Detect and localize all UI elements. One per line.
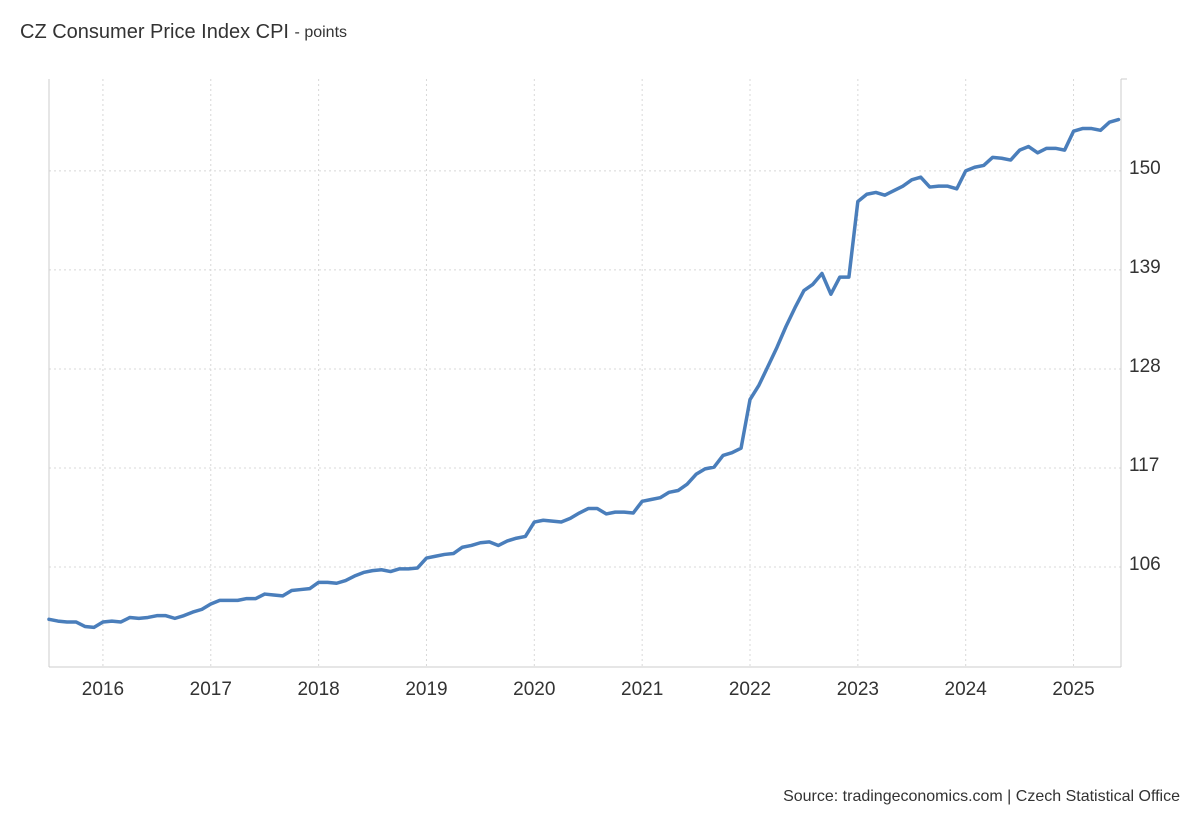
data-line: [47, 117, 1121, 630]
x-tick-label: 2021: [621, 679, 663, 700]
y-tick-label: 139: [1129, 257, 1161, 278]
y-tick-label: 128: [1129, 356, 1161, 377]
y-tick-label: 117: [1129, 455, 1159, 476]
x-tick-label: 2018: [297, 679, 339, 700]
source: Source: tradingeconomics.com | Czech Sta…: [783, 788, 1180, 805]
chart-subtitle: - points: [295, 24, 347, 41]
x-tick-label: 2025: [1052, 679, 1094, 700]
x-tick-label: 2024: [945, 679, 988, 700]
x-tick-label: 2017: [190, 679, 232, 700]
x-tick-label: 2020: [513, 679, 555, 700]
y-tick-label: 150: [1129, 158, 1161, 179]
y-tick-label: 106: [1129, 554, 1161, 575]
x-tick-label: 2016: [82, 679, 124, 700]
x-tick-label: 2022: [729, 679, 771, 700]
x-tick-label: 2023: [837, 679, 879, 700]
chart-title-text: CZ Consumer Price Index CPI: [20, 21, 289, 43]
x-tick-label: 2019: [405, 679, 447, 700]
chart-title: CZ Consumer Price Index CPI - points: [20, 21, 347, 43]
plot-area: 106 117 128 139 150 2016 2017 2018 2019 2020 2021 2…: [47, 78, 1161, 700]
